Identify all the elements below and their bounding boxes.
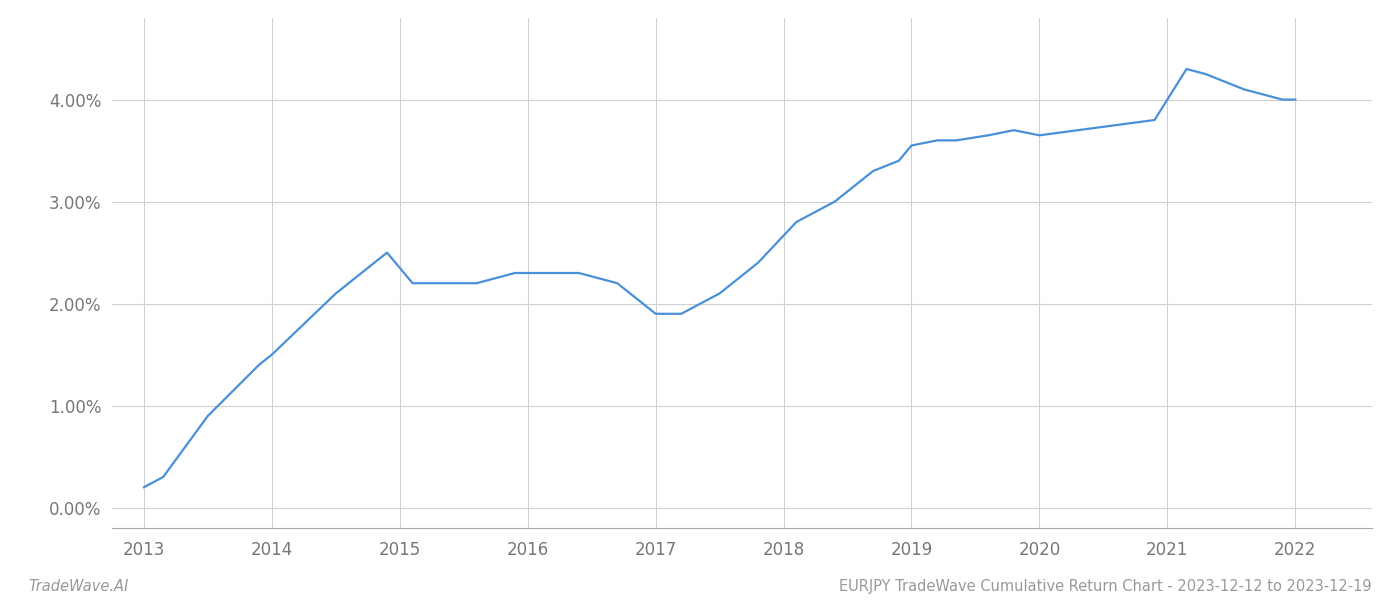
Text: EURJPY TradeWave Cumulative Return Chart - 2023-12-12 to 2023-12-19: EURJPY TradeWave Cumulative Return Chart… — [840, 579, 1372, 594]
Text: TradeWave.AI: TradeWave.AI — [28, 579, 129, 594]
